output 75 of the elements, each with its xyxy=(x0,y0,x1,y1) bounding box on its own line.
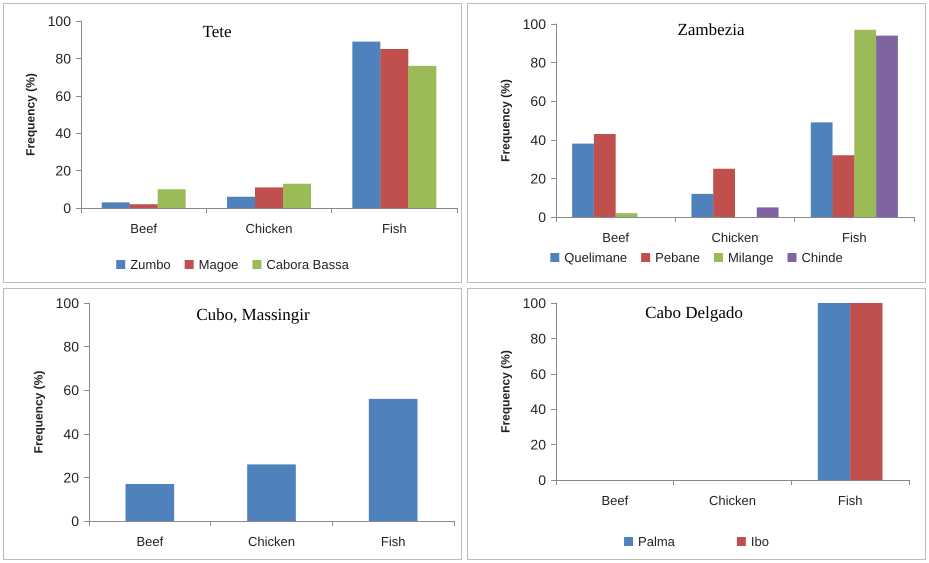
x-tick-label: Chicken xyxy=(246,221,292,236)
bar xyxy=(130,204,158,208)
y-tick-label: 0 xyxy=(538,209,546,225)
chart-title: Cubo, Massingir xyxy=(196,305,310,324)
legend-label: Magoe xyxy=(198,257,238,272)
y-axis-title: Frequency (%) xyxy=(498,350,513,433)
x-tick-label: Beef xyxy=(602,230,630,245)
bar xyxy=(102,202,130,208)
bar xyxy=(380,49,408,208)
bar xyxy=(756,207,779,217)
y-axis-title: Frequency (%) xyxy=(24,73,38,156)
x-tick-label: Fish xyxy=(380,534,406,549)
bar xyxy=(594,134,616,217)
x-tick-label: Chicken xyxy=(248,534,295,549)
y-tick-label: 80 xyxy=(530,54,546,71)
legend-label: Quelimane xyxy=(564,250,628,265)
bar xyxy=(352,42,380,208)
y-tick-label: 40 xyxy=(55,125,72,142)
y-tick-label: 20 xyxy=(530,436,546,453)
legend-label: Cabora Bassa xyxy=(266,257,350,272)
y-tick-label: 100 xyxy=(522,16,546,32)
bar xyxy=(616,213,638,217)
bar xyxy=(247,464,296,521)
legend-label: Palma xyxy=(638,534,676,549)
y-tick-label: 60 xyxy=(55,88,72,104)
legend-label: Ibo xyxy=(750,534,769,549)
y-tick-label: 60 xyxy=(530,93,546,110)
y-axis-title: Frequency (%) xyxy=(32,370,46,454)
chart-title: Cabo Delgado xyxy=(645,303,743,322)
chart-title: Zambezia xyxy=(677,20,745,39)
x-tick-label: Chicken xyxy=(709,493,756,508)
bar xyxy=(227,196,256,208)
y-tick-label: 0 xyxy=(71,513,80,529)
y-tick-label: 0 xyxy=(63,200,72,216)
y-axis-title: Frequency (%) xyxy=(498,79,513,162)
legend-label: Chinde xyxy=(802,250,843,265)
y-tick-label: 40 xyxy=(530,401,546,418)
bar xyxy=(713,168,735,217)
bar xyxy=(282,184,311,208)
bar xyxy=(368,398,418,521)
bar xyxy=(832,155,854,217)
chart-title: Tete xyxy=(202,22,232,41)
bar xyxy=(810,122,833,217)
y-tick-label: 20 xyxy=(530,170,546,186)
y-tick-label: 40 xyxy=(63,426,80,442)
bar xyxy=(255,187,283,208)
x-tick-label: Chicken xyxy=(712,230,758,245)
y-tick-label: 60 xyxy=(530,366,546,382)
bar xyxy=(126,484,174,521)
x-tick-label: Beef xyxy=(136,534,164,549)
y-tick-label: 60 xyxy=(63,382,80,398)
y-tick-label: 0 xyxy=(538,472,546,488)
y-tick-label: 100 xyxy=(522,295,546,311)
y-tick-label: 80 xyxy=(63,338,80,355)
bar xyxy=(691,194,714,217)
x-tick-label: Fish xyxy=(842,230,867,245)
bar xyxy=(572,144,594,217)
x-tick-label: Fish xyxy=(382,221,407,236)
y-tick-label: 40 xyxy=(530,132,546,148)
bar xyxy=(876,36,898,217)
bar xyxy=(854,30,876,217)
bar xyxy=(158,189,186,208)
y-tick-label: 100 xyxy=(56,295,80,311)
legend-label: Milange xyxy=(728,250,774,265)
y-tick-label: 80 xyxy=(55,50,72,66)
y-tick-label: 20 xyxy=(63,469,80,486)
x-tick-label: Beef xyxy=(601,493,629,508)
y-tick-label: 100 xyxy=(48,13,72,29)
y-tick-label: 80 xyxy=(530,330,546,346)
x-tick-label: Fish xyxy=(838,493,862,508)
x-tick-label: Beef xyxy=(130,221,158,236)
bar xyxy=(408,66,436,208)
legend-label: Pebane xyxy=(655,250,700,265)
legend-label: Zumbo xyxy=(130,257,171,272)
y-tick-label: 20 xyxy=(55,162,72,179)
